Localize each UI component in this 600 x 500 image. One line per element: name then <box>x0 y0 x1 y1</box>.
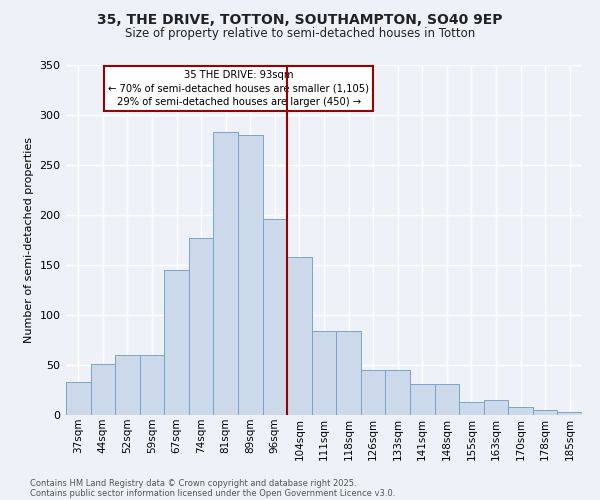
Text: Contains HM Land Registry data © Crown copyright and database right 2025.: Contains HM Land Registry data © Crown c… <box>30 478 356 488</box>
Bar <box>557 412 582 415</box>
Bar <box>434 384 459 415</box>
Bar <box>312 331 336 415</box>
Bar <box>140 355 164 415</box>
Bar <box>508 407 533 415</box>
Bar <box>336 331 361 415</box>
Bar <box>164 270 189 415</box>
Bar <box>263 219 287 415</box>
Bar <box>91 364 115 415</box>
Bar <box>385 370 410 415</box>
Text: 35 THE DRIVE: 93sqm
← 70% of semi-detached houses are smaller (1,105)
29% of sem: 35 THE DRIVE: 93sqm ← 70% of semi-detach… <box>109 70 370 106</box>
Text: Size of property relative to semi-detached houses in Totton: Size of property relative to semi-detach… <box>125 28 475 40</box>
Bar <box>115 355 140 415</box>
Bar <box>361 370 385 415</box>
Bar <box>287 257 312 415</box>
Bar <box>484 400 508 415</box>
Bar <box>533 410 557 415</box>
Bar <box>410 384 434 415</box>
Bar <box>189 238 214 415</box>
Bar <box>459 402 484 415</box>
Y-axis label: Number of semi-detached properties: Number of semi-detached properties <box>24 137 34 343</box>
Text: Contains public sector information licensed under the Open Government Licence v3: Contains public sector information licen… <box>30 488 395 498</box>
Bar <box>214 132 238 415</box>
Bar <box>66 382 91 415</box>
Bar <box>238 135 263 415</box>
Text: 35, THE DRIVE, TOTTON, SOUTHAMPTON, SO40 9EP: 35, THE DRIVE, TOTTON, SOUTHAMPTON, SO40… <box>97 12 503 26</box>
